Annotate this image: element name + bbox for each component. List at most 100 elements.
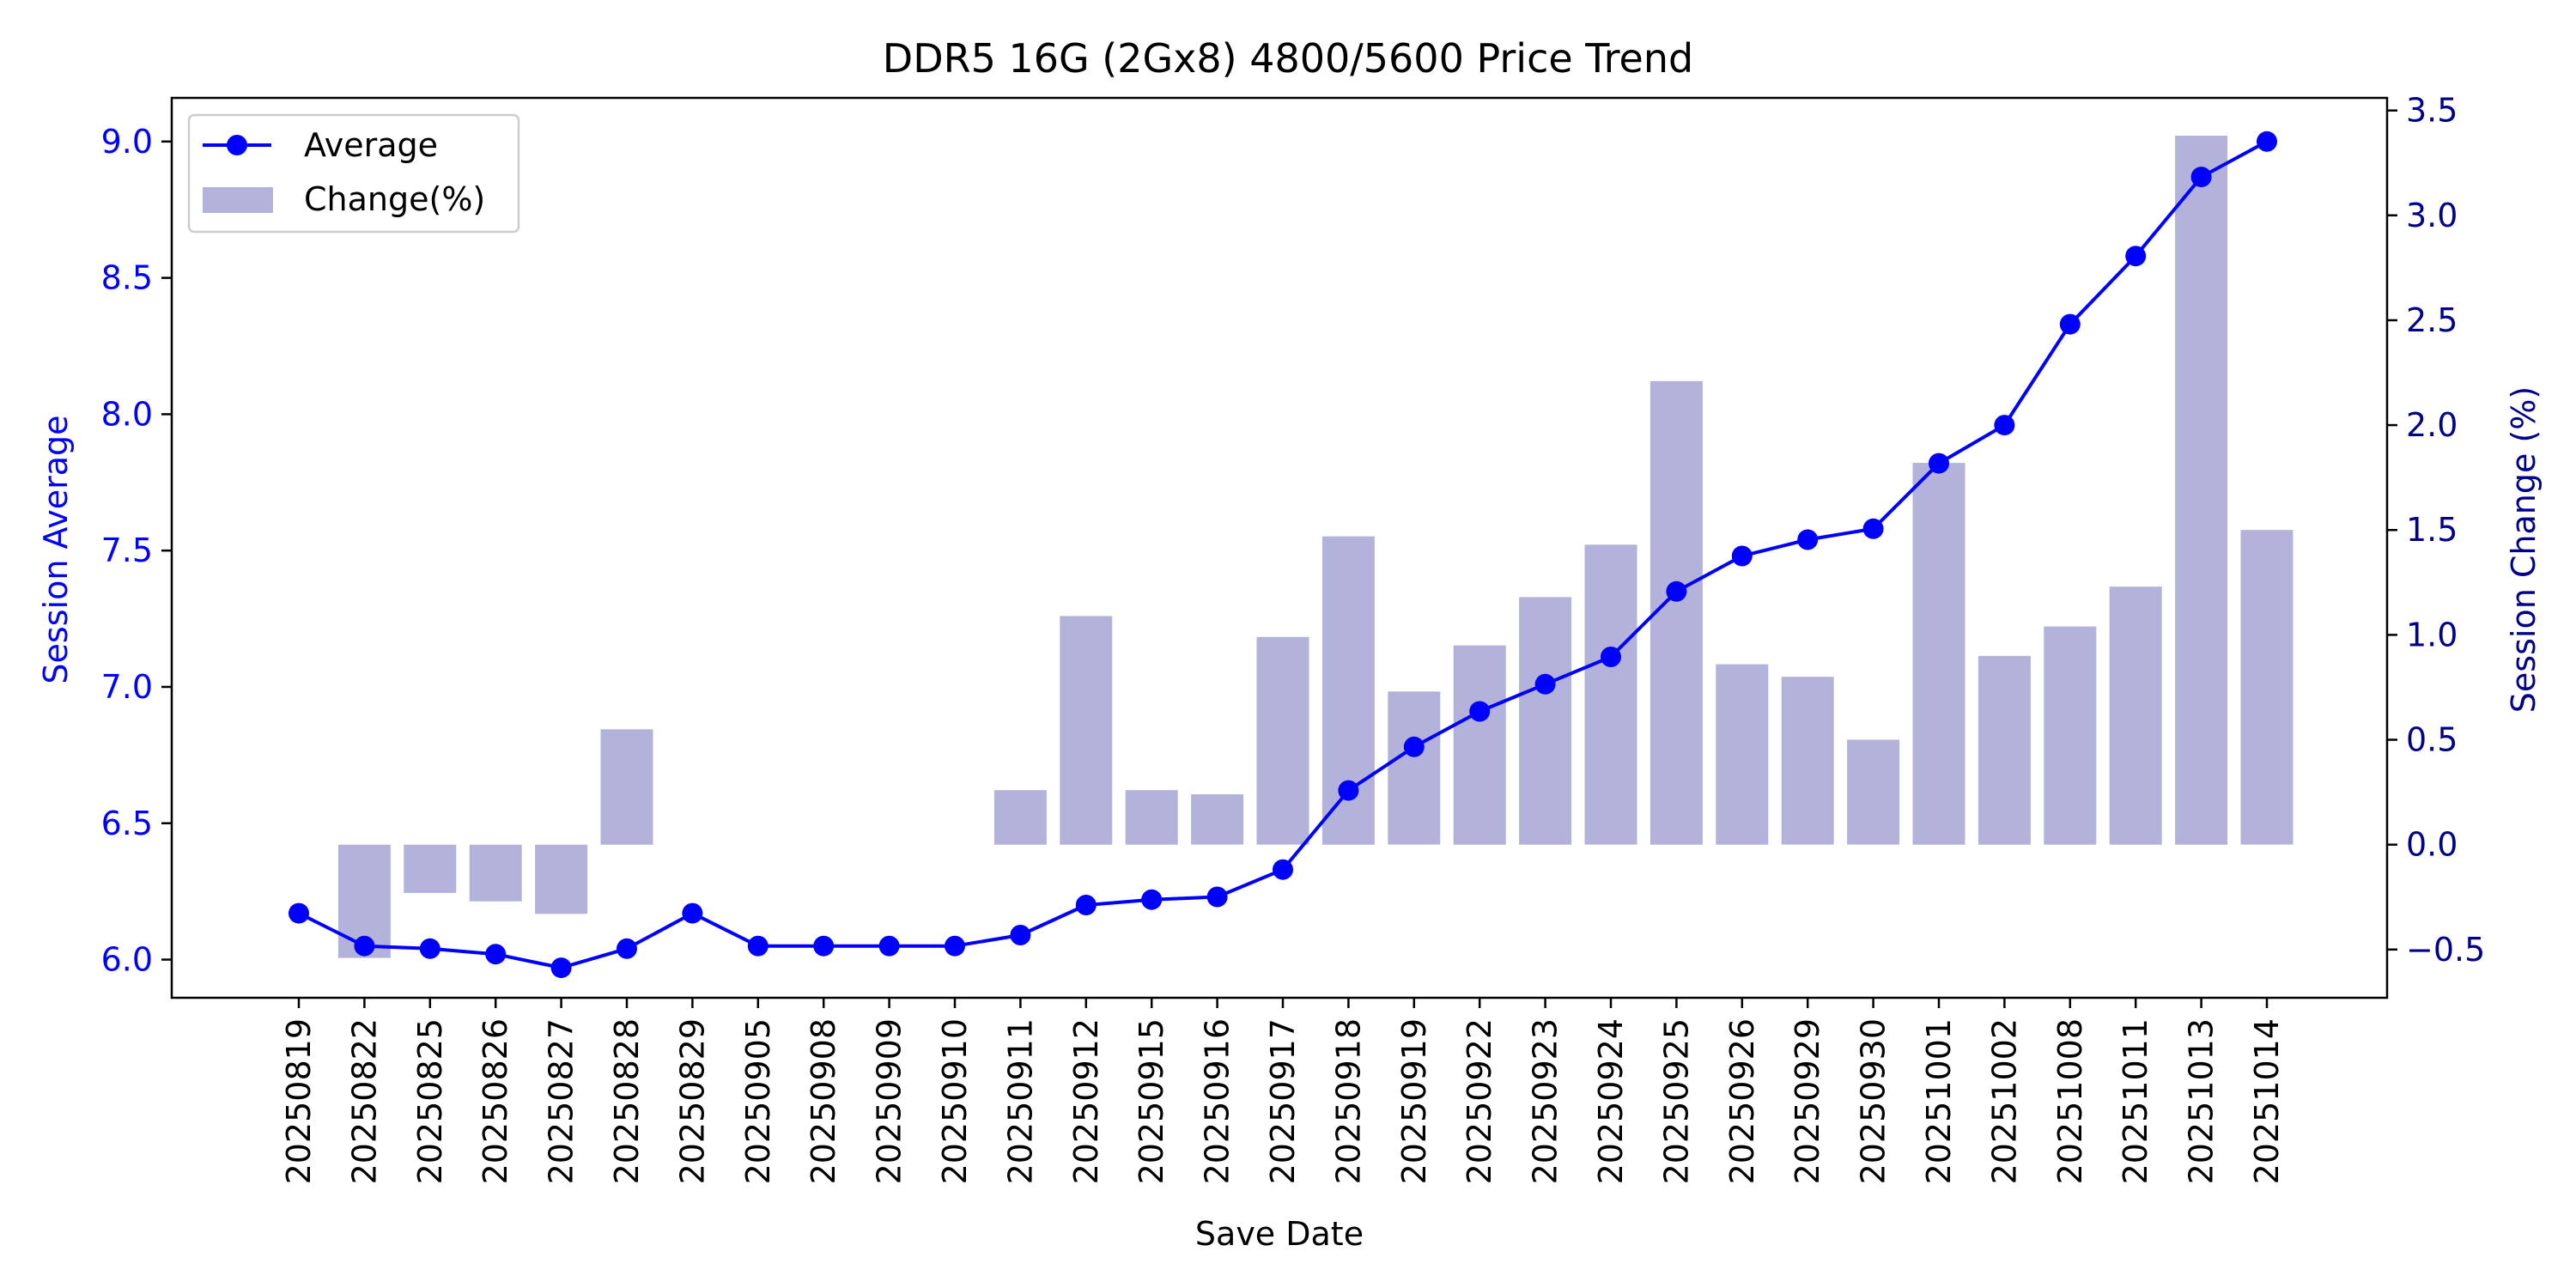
change-bar (1125, 790, 1178, 845)
average-point (289, 902, 309, 924)
average-point (1338, 780, 1359, 801)
change-bar (2109, 586, 2162, 845)
left-y-tick-label: 8.0 (101, 395, 153, 433)
x-tick-label: 20251001 (1920, 1018, 1958, 1184)
right-y-tick-label: −0.5 (2406, 931, 2485, 969)
average-line-layer (289, 131, 2277, 979)
x-tick-label: 20250915 (1133, 1018, 1170, 1184)
x-tick-label: 20250828 (608, 1018, 646, 1184)
change-bar (1781, 677, 1834, 845)
x-tick-label: 20250819 (280, 1018, 318, 1184)
x-tick-label: 20250919 (1395, 1018, 1433, 1184)
right-y-tick-label: 3.0 (2406, 197, 2458, 234)
x-tick-label: 20250917 (1264, 1018, 1302, 1184)
x-tick-label: 20250908 (805, 1018, 842, 1184)
right-y-tick-label: 3.5 (2406, 92, 2458, 130)
left-y-tick-label: 6.0 (101, 941, 153, 979)
right-y-tick-label: 0.5 (2406, 721, 2458, 759)
left-y-tick-label: 6.5 (101, 805, 153, 842)
legend-average-label: Average (304, 126, 438, 164)
x-tick-label: 20250826 (477, 1018, 514, 1184)
x-tick-label: 20250909 (871, 1018, 908, 1184)
x-tick-label: 20250905 (739, 1018, 777, 1184)
average-point (1534, 673, 1556, 695)
left-y-axis-label: Session Average (37, 415, 75, 683)
average-point (1666, 580, 1687, 602)
average-point (1206, 886, 1228, 908)
x-tick-label: 20250918 (1329, 1018, 1367, 1184)
x-tick-label: 20250916 (1199, 1018, 1236, 1184)
change-bar (2240, 530, 2293, 845)
x-tick-label: 20250926 (1723, 1018, 1761, 1184)
average-point (1141, 889, 1163, 910)
average-point (1403, 736, 1425, 757)
legend-average-marker-icon (227, 135, 247, 155)
change-bar (1060, 616, 1113, 845)
change-bar (1649, 380, 1703, 845)
average-point (617, 938, 637, 959)
x-tick-label: 20251014 (2248, 1018, 2286, 1184)
x-tick-label: 20250912 (1067, 1018, 1105, 1184)
x-tick-label: 20250924 (1592, 1018, 1630, 1184)
change-bar (1453, 645, 1506, 845)
x-tick-label: 20251011 (2117, 1018, 2154, 1184)
average-point (2190, 167, 2212, 188)
average-point (1797, 529, 1819, 550)
average-point (2059, 313, 2081, 335)
x-tick-label: 20250911 (1001, 1018, 1039, 1184)
x-tick-label: 20250822 (345, 1018, 383, 1184)
right-y-axis: −0.5 0.0 0.5 1.0 1.5 2.0 2.5 3.0 3.5 (2387, 92, 2485, 969)
average-point (1862, 518, 1884, 539)
x-tick-label: 20251008 (2051, 1018, 2089, 1184)
right-y-tick-label: 1.0 (2406, 616, 2458, 653)
average-point (1010, 925, 1031, 945)
change-bar (1847, 739, 1900, 845)
x-tick-label: 20250923 (1527, 1018, 1564, 1184)
average-point (2257, 131, 2277, 152)
change-bar (1388, 691, 1441, 845)
average-point (1075, 895, 1097, 915)
x-tick-label: 20250922 (1461, 1018, 1498, 1184)
x-tick-label: 20250827 (543, 1018, 580, 1184)
average-point (878, 935, 900, 957)
left-y-tick-label: 9.0 (101, 123, 153, 161)
left-y-axis: 6.0 6.5 7.0 7.5 8.0 8.5 9.0 (101, 123, 172, 979)
average-point (550, 957, 572, 979)
average-point (2125, 246, 2147, 267)
change-bar (1978, 655, 2031, 845)
average-point (1731, 545, 1753, 567)
right-y-tick-label: 0.0 (2406, 826, 2458, 864)
average-point (1601, 647, 1621, 667)
legend: Average Change(%) (187, 113, 520, 234)
right-y-tick-label: 1.5 (2406, 511, 2458, 549)
change-bar (469, 844, 522, 902)
average-point (1469, 701, 1491, 722)
change-bar (1191, 794, 1244, 845)
x-tick-label: 20250825 (411, 1018, 449, 1184)
average-point (1994, 415, 2015, 436)
average-point (485, 944, 507, 965)
x-tick-label: 20250930 (1855, 1018, 1893, 1184)
legend-change-label: Change(%) (304, 180, 485, 218)
left-y-tick-label: 8.5 (101, 259, 153, 297)
chart-title: DDR5 16G (2Gx8) 4800/5600 Price Trend (883, 35, 1693, 82)
change-bar (993, 790, 1047, 845)
change-bars-layer (337, 136, 2293, 958)
x-tick-label: 20251013 (2183, 1018, 2221, 1184)
right-y-axis-label: Session Change (%) (2505, 386, 2543, 713)
x-tick-label: 20250829 (673, 1018, 711, 1184)
change-bar (1912, 463, 1965, 845)
change-bar (535, 844, 588, 914)
average-point (1273, 859, 1293, 880)
average-point (354, 935, 375, 957)
x-tick-label: 20250929 (1789, 1018, 1826, 1184)
left-y-tick-label: 7.0 (101, 668, 153, 706)
average-point (682, 902, 703, 924)
x-tick-label: 20251002 (1985, 1018, 2023, 1184)
average-point (1929, 453, 1949, 474)
change-bar (2175, 136, 2228, 845)
x-axis: 20250819 20250822 20250825 20250826 20250827… (280, 998, 2286, 1184)
change-bar (1716, 664, 1769, 845)
